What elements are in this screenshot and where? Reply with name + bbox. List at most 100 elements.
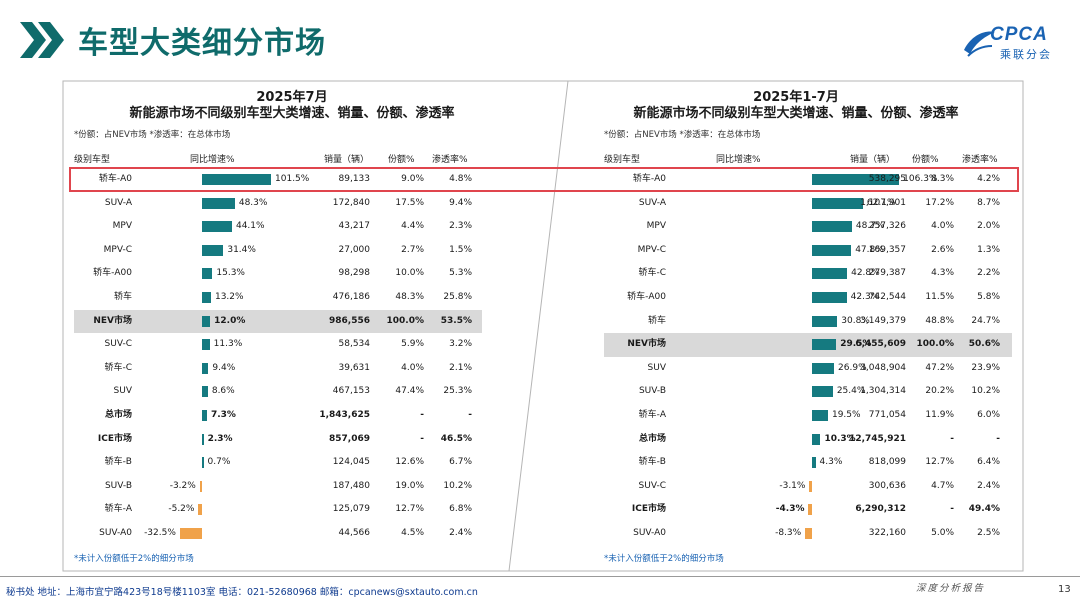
table-row: MPV 48.7% 257,326 4.0% 2.0% bbox=[604, 215, 1012, 239]
table-row: 轿车-A0 101.5% 89,133 9.0% 4.8% bbox=[74, 168, 482, 192]
growth-bar bbox=[812, 339, 837, 351]
left-header-share: 份额% bbox=[388, 155, 415, 165]
sales-value: 857,069 bbox=[329, 433, 370, 444]
table-row: 轿车-A00 42.3% 742,544 11.5% 5.8% bbox=[604, 286, 1012, 310]
table-row: SUV-A 62.1% 1,107,901 17.2% 8.7% bbox=[604, 192, 1012, 216]
table-row: ICE市场 2.3% 857,069 - 46.5% bbox=[74, 428, 482, 452]
growth-bar bbox=[812, 386, 833, 398]
sales-value: 3,149,379 bbox=[860, 315, 906, 326]
left-header-sales: 销量（辆） bbox=[324, 155, 370, 165]
table-row: SUV-A 48.3% 172,840 17.5% 9.4% bbox=[74, 192, 482, 216]
row-name: MPV bbox=[646, 221, 666, 232]
footer-contact: 秘书处 地址：上海市宜宁路423号18号楼1103室 电话：021-526809… bbox=[6, 587, 478, 598]
growth-bar bbox=[809, 480, 812, 492]
growth-bar bbox=[202, 221, 232, 233]
table-row: 轿车-C 9.4% 39,631 4.0% 2.1% bbox=[74, 357, 482, 381]
row-name: 轿车-A0 bbox=[98, 174, 132, 184]
table-row: NEV市场 12.0% 986,556 100.0% 53.5% bbox=[74, 309, 482, 334]
table-row: 轿车-A -5.2% 125,079 12.7% 6.8% bbox=[74, 498, 482, 522]
penetration-value: - bbox=[996, 433, 1000, 444]
growth-bar bbox=[202, 410, 207, 421]
left-header-pen: 渗透率% bbox=[432, 155, 468, 165]
growth-label: -5.2% bbox=[168, 504, 195, 515]
growth-bar bbox=[812, 433, 821, 445]
share-value: 47.2% bbox=[925, 362, 954, 373]
sales-value: 300,636 bbox=[868, 480, 906, 491]
row-name: SUV bbox=[113, 386, 132, 397]
growth-label: 10.3% bbox=[824, 433, 856, 444]
sales-value: 538,295 bbox=[868, 174, 906, 184]
left-header-name: 级别车型 bbox=[74, 155, 111, 165]
share-value: 4.4% bbox=[401, 221, 424, 232]
growth-label: -32.5% bbox=[144, 528, 176, 538]
logo-swoosh-icon bbox=[964, 31, 995, 57]
growth-bar bbox=[812, 268, 848, 280]
left-footnote: *未计入份额低于2%的细分市场 bbox=[74, 554, 194, 564]
penetration-value: 46.5% bbox=[440, 433, 472, 444]
row-name: MPV-C bbox=[637, 244, 666, 255]
header: 车型大类细分市场 CPCA 乘联分会 bbox=[0, 0, 1080, 70]
growth-label: 106.3% bbox=[903, 174, 938, 184]
table-row: 轿车-B 0.7% 124,045 12.6% 6.7% bbox=[74, 451, 482, 475]
table-row: SUV 8.6% 467,153 47.4% 25.3% bbox=[74, 380, 482, 404]
sales-value: 3,048,904 bbox=[860, 362, 906, 373]
sales-value: 1,304,314 bbox=[860, 386, 906, 397]
table-row: 轿车-C 42.8% 279,387 4.3% 2.2% bbox=[604, 262, 1012, 286]
table-row: MPV 44.1% 43,217 4.4% 2.3% bbox=[74, 215, 482, 239]
row-name: MPV-C bbox=[103, 244, 132, 255]
penetration-value: 24.7% bbox=[971, 315, 1000, 326]
table-row: 轿车-A00 15.3% 98,298 10.0% 5.3% bbox=[74, 262, 482, 286]
growth-bar bbox=[812, 221, 852, 233]
table-row: 轿车-A0 106.3% 538,295 8.3% 4.2% bbox=[604, 168, 1012, 192]
share-value: 4.7% bbox=[931, 480, 954, 491]
sales-value: 257,326 bbox=[868, 221, 906, 232]
penetration-value: 23.9% bbox=[971, 362, 1000, 373]
growth-bar bbox=[808, 504, 812, 516]
sales-value: 322,160 bbox=[868, 528, 906, 538]
right-table-panel: 2025年1-7月 新能源市场不同级别车型大类增速、销量、份额、渗透率 *份额：… bbox=[508, 80, 1024, 572]
penetration-value: 10.2% bbox=[443, 480, 472, 491]
penetration-value: 2.4% bbox=[449, 528, 472, 538]
share-value: 4.0% bbox=[401, 362, 424, 373]
growth-label: 13.2% bbox=[214, 292, 244, 302]
row-name: 轿车-C bbox=[638, 268, 666, 279]
growth-bar bbox=[812, 457, 816, 469]
sales-value: 169,357 bbox=[868, 244, 906, 255]
row-name: ICE市场 bbox=[631, 504, 666, 515]
right-header-sales: 销量（辆） bbox=[850, 155, 896, 165]
growth-bar bbox=[198, 504, 202, 516]
row-name: NEV市场 bbox=[93, 315, 132, 326]
growth-bar bbox=[812, 197, 863, 209]
row-name: 轿车-B bbox=[104, 457, 132, 468]
table-row: 总市场 7.3% 1,843,625 - - bbox=[74, 404, 482, 428]
penetration-value: 5.8% bbox=[977, 292, 1000, 302]
table-row: 轿车-B 4.3% 818,099 12.7% 6.4% bbox=[604, 451, 1012, 475]
share-value: - bbox=[420, 410, 424, 420]
share-value: 5.0% bbox=[931, 528, 954, 538]
penetration-value: 53.5% bbox=[440, 315, 472, 326]
right-header-share: 份额% bbox=[912, 155, 939, 165]
share-value: 12.6% bbox=[395, 457, 424, 468]
highlight-box bbox=[69, 167, 1019, 192]
growth-label: 44.1% bbox=[235, 221, 265, 232]
sales-value: 44,566 bbox=[338, 528, 371, 538]
share-value: 17.2% bbox=[925, 197, 954, 208]
footer-tag: 深度分析报告 bbox=[916, 583, 986, 594]
growth-label: 11.3% bbox=[213, 339, 243, 350]
growth-bar bbox=[812, 292, 847, 303]
sales-value: 742,544 bbox=[868, 292, 906, 302]
penetration-value: 2.3% bbox=[449, 221, 472, 232]
share-value: 100.0% bbox=[386, 315, 425, 326]
penetration-value: 1.5% bbox=[449, 244, 472, 255]
row-name: SUV-A bbox=[104, 197, 132, 208]
panel-frame bbox=[508, 80, 1024, 572]
growth-bar bbox=[812, 174, 900, 185]
table-row: SUV-A0 -32.5% 44,566 4.5% 2.4% bbox=[74, 522, 482, 546]
sales-value: 43,217 bbox=[338, 221, 371, 232]
table-row: SUV-B 25.4% 1,304,314 20.2% 10.2% bbox=[604, 380, 1012, 404]
table-row: ICE市场 -4.3% 6,290,312 - 49.4% bbox=[604, 498, 1012, 522]
penetration-value: 4.8% bbox=[449, 174, 472, 184]
share-value: 2.6% bbox=[931, 244, 954, 255]
sales-value: 39,631 bbox=[338, 362, 371, 373]
share-value: 11.9% bbox=[925, 410, 954, 420]
